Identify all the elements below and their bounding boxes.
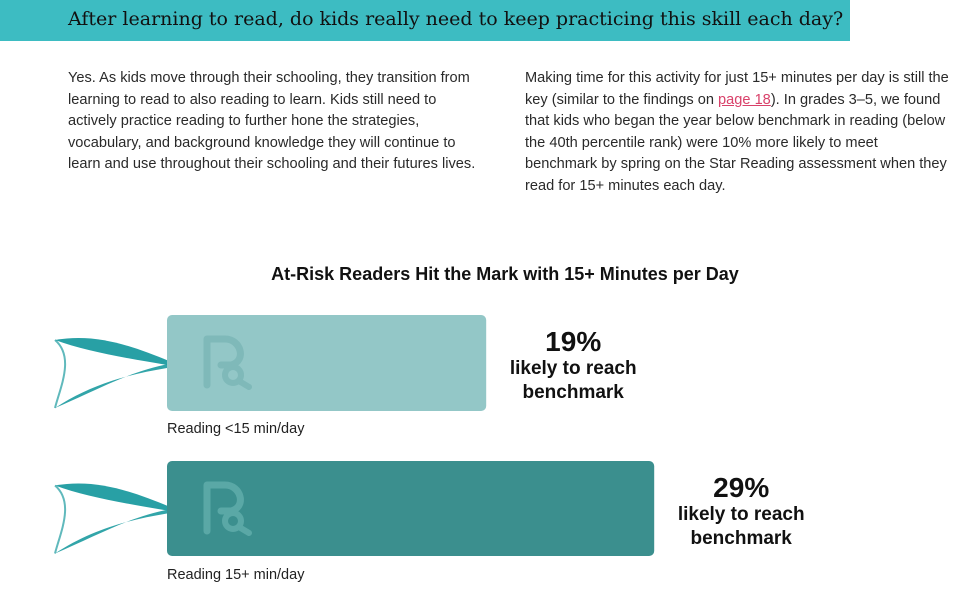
value-label: 19% [545, 326, 601, 357]
page-18-link[interactable]: page 18 [718, 91, 771, 108]
right-text-before-link: Making time for this activity for just 1… [525, 70, 949, 108]
annotation-label: likely to reach [510, 358, 637, 379]
header-banner: After learning to read, do kids really n… [0, 0, 850, 41]
category-label: Reading 15+ min/day [167, 567, 305, 583]
bar-1 [167, 315, 487, 411]
ribbon-icon [54, 337, 169, 409]
bar-group-1: Reading <15 min/day 19%likely to reach ben… [54, 315, 637, 437]
chart-title: At-Risk Readers Hit the Mark with 15+ Mi… [271, 264, 739, 284]
page-question: After learning to read, do kids really n… [68, 8, 844, 30]
category-label: Reading <15 min/day [167, 421, 305, 437]
bar-group-2: Reading 15+ min/day 29%likely to reach ben… [54, 461, 805, 583]
left-column: Yes. As kids move through their schoolin… [68, 68, 488, 176]
reading-r-logo-icon [203, 335, 252, 390]
annotation-label: benchmark [691, 528, 793, 549]
value-label: 29% [713, 472, 769, 503]
annotation-label: benchmark [523, 382, 625, 403]
reading-r-logo-icon [203, 481, 252, 536]
bar-2 [167, 461, 655, 556]
ribbon-icon [54, 483, 169, 554]
right-text-after-link: ). In grades 3–5, we found that kids who… [525, 91, 947, 194]
annotation-label: likely to reach [678, 504, 805, 525]
left-paragraph: Yes. As kids move through their schoolin… [68, 70, 476, 172]
right-paragraph: Making time for this activity for just 1… [525, 68, 950, 197]
right-column: Making time for this activity for just 1… [525, 68, 950, 197]
